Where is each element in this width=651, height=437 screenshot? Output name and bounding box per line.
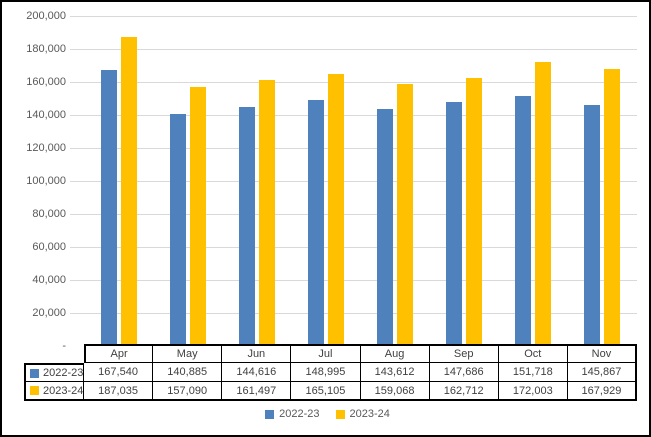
table-cell: 151,718 bbox=[498, 363, 568, 382]
legend-swatch-icon bbox=[265, 409, 275, 419]
table-row-label-text: 2023-24 bbox=[43, 384, 84, 397]
y-axis-tick-label: 40,000 bbox=[32, 274, 66, 286]
legend-label: 2022-23 bbox=[279, 408, 320, 420]
bar-2022-23-sep bbox=[446, 102, 463, 345]
table-cell: 167,540 bbox=[84, 363, 154, 382]
gridline bbox=[70, 214, 637, 215]
legend: 2022-23 2023-24 bbox=[2, 408, 649, 420]
table-cell: 145,867 bbox=[567, 363, 637, 382]
table-row-label-text: 2022-23 bbox=[43, 367, 84, 379]
y-axis-tick-label: 160,000 bbox=[26, 76, 66, 88]
table-cell: 143,612 bbox=[360, 363, 430, 382]
bar-2023-24-sep bbox=[466, 77, 483, 345]
bar-2023-24-may bbox=[189, 86, 206, 345]
legend-item: 2023-24 bbox=[335, 408, 390, 420]
gridline bbox=[70, 313, 637, 314]
table-column-header: May bbox=[153, 344, 223, 363]
legend-item: 2022-23 bbox=[265, 408, 320, 420]
data-table: Apr May Jun Jul Aug Sep Oct Nov 2022-23 167,540 14… bbox=[24, 344, 637, 401]
table-cell: 147,686 bbox=[429, 363, 499, 382]
table-cell: 140,885 bbox=[153, 363, 223, 382]
gridline bbox=[70, 49, 637, 50]
table-cell: 167,929 bbox=[567, 382, 637, 401]
table-cell: 187,035 bbox=[84, 382, 154, 401]
table-cell: 144,616 bbox=[222, 363, 292, 382]
table-cell: 161,497 bbox=[222, 382, 292, 401]
table-cell: 172,003 bbox=[498, 382, 568, 401]
table-row-label: 2022-23 bbox=[24, 363, 84, 382]
table-cell: 165,105 bbox=[291, 382, 361, 401]
table-column-header: Nov bbox=[567, 344, 637, 363]
gridline bbox=[70, 82, 637, 83]
legend-swatch-icon bbox=[335, 409, 345, 419]
table-column-header: Apr bbox=[84, 344, 154, 363]
y-axis-tick-label: 140,000 bbox=[26, 109, 66, 121]
gridline bbox=[70, 181, 637, 182]
bar-2023-24-nov bbox=[604, 68, 621, 345]
bar-2023-24-aug bbox=[397, 83, 414, 345]
bar-2023-24-jul bbox=[327, 73, 344, 345]
y-axis-tick-label: 200,000 bbox=[26, 10, 66, 22]
y-axis-tick-label: 120,000 bbox=[26, 142, 66, 154]
gridline bbox=[70, 16, 637, 17]
bar-2022-23-oct bbox=[515, 95, 532, 345]
table-column-header: Jul bbox=[291, 344, 361, 363]
gridline bbox=[70, 280, 637, 281]
table-column-header: Sep bbox=[429, 344, 499, 363]
gridline bbox=[70, 148, 637, 149]
y-axis-tick-label: 180,000 bbox=[26, 43, 66, 55]
bar-2022-23-may bbox=[169, 113, 186, 345]
legend-key-icon bbox=[30, 386, 39, 395]
bar-2023-24-oct bbox=[535, 62, 552, 345]
y-axis-tick-label: 20,000 bbox=[32, 307, 66, 319]
table-cell: 148,995 bbox=[291, 363, 361, 382]
table-corner-cell bbox=[24, 344, 84, 363]
bar-2022-23-jul bbox=[307, 100, 324, 345]
bar-2022-23-aug bbox=[377, 109, 394, 345]
bar-2022-23-nov bbox=[584, 105, 601, 345]
legend-key-icon bbox=[30, 368, 39, 378]
gridline bbox=[70, 115, 637, 116]
bar-2023-24-apr bbox=[120, 37, 137, 345]
table-column-header: Oct bbox=[498, 344, 568, 363]
legend-label: 2023-24 bbox=[349, 408, 390, 420]
y-axis-tick-label: 100,000 bbox=[26, 175, 66, 187]
y-axis-tick-label: 60,000 bbox=[32, 241, 66, 253]
y-axis-tick-label: 80,000 bbox=[32, 208, 66, 220]
table-cell: 157,090 bbox=[153, 382, 223, 401]
table-column-header: Jun bbox=[222, 344, 292, 363]
bar-2023-24-jun bbox=[258, 79, 275, 345]
table-column-header: Aug bbox=[360, 344, 430, 363]
y-axis-tick-label: - bbox=[62, 340, 66, 352]
table-row-label: 2023-24 bbox=[24, 382, 84, 401]
table-cell: 159,068 bbox=[360, 382, 430, 401]
gridline bbox=[70, 247, 637, 248]
table-cell: 162,712 bbox=[429, 382, 499, 401]
bar-2022-23-jun bbox=[238, 107, 255, 345]
bar-2022-23-apr bbox=[100, 69, 117, 345]
